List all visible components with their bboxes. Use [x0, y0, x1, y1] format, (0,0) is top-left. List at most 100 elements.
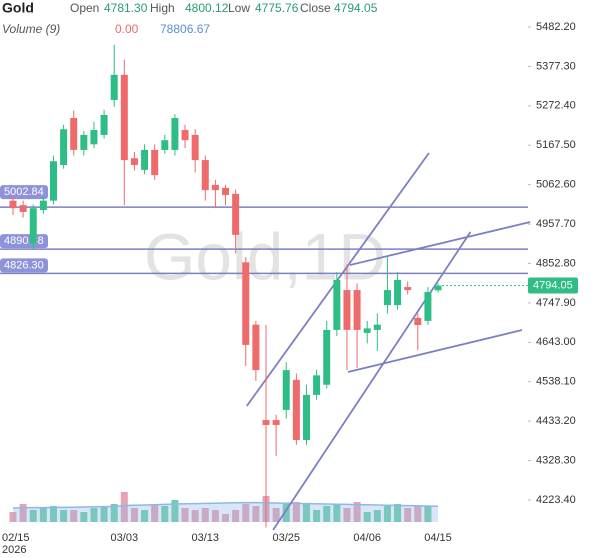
volume-bar — [424, 506, 432, 522]
x-tick-label: 02/15 — [2, 532, 30, 544]
candle-body — [323, 329, 331, 385]
volume-bar — [414, 506, 422, 522]
candle-body — [161, 140, 169, 150]
volume-bar — [292, 502, 300, 522]
candle-body — [39, 200, 47, 211]
volume-ma-area — [13, 502, 439, 522]
candle-body — [120, 74, 128, 161]
trend-line — [246, 152, 430, 407]
legend-label: Open — [70, 1, 99, 15]
candle-body — [262, 420, 270, 425]
volume-bar — [333, 504, 341, 522]
trend-line — [349, 221, 531, 266]
candle-body — [181, 130, 189, 141]
candle-body — [313, 375, 321, 395]
volume-bar — [120, 492, 128, 522]
volume-bar — [353, 502, 361, 522]
legend-label: High — [150, 1, 175, 15]
volume-bar — [211, 510, 219, 522]
volume-bar — [49, 506, 57, 522]
candle-body — [252, 324, 260, 371]
y-tick-label: 5062.60 — [536, 179, 576, 191]
volume-bar — [181, 508, 189, 522]
volume-bar — [302, 504, 310, 522]
volume-bar — [90, 508, 98, 522]
candle-body — [151, 149, 159, 176]
level-label-box — [0, 185, 48, 200]
volume-bar — [19, 504, 27, 522]
volume-bar — [110, 504, 118, 522]
candle-body — [141, 149, 149, 170]
candle-body — [191, 134, 199, 161]
candle-body — [29, 208, 37, 244]
volume-bar — [242, 504, 250, 522]
candle-body — [60, 129, 68, 165]
legend-label: Low — [228, 1, 250, 15]
volume-bar — [363, 512, 371, 522]
volume-bar — [343, 508, 351, 522]
volume-bar — [394, 504, 402, 522]
legend-label: Close — [300, 1, 331, 15]
candle-body — [404, 287, 412, 291]
x-tick-label: 04/15 — [424, 532, 452, 544]
candle-body — [171, 118, 179, 150]
volume-bar — [272, 508, 280, 522]
candle-body — [424, 291, 432, 321]
volume-bar — [323, 506, 331, 522]
y-tick-label: 4852.80 — [536, 257, 576, 269]
candle-body — [201, 160, 209, 191]
volume-ma-value: 78806.67 — [160, 22, 210, 36]
candle-body — [353, 290, 361, 330]
candle-body — [19, 205, 27, 212]
volume-bar — [232, 510, 240, 522]
y-tick-label: 5272.40 — [536, 100, 576, 112]
volume-bar — [404, 508, 412, 522]
legend-value: 4800.12 — [185, 1, 229, 15]
volume-bar — [161, 506, 169, 522]
y-tick-label: 4747.90 — [536, 297, 576, 309]
candle-body — [100, 115, 108, 135]
candle-body — [80, 134, 88, 150]
candle-body — [373, 324, 381, 330]
candle-body — [333, 279, 341, 330]
y-tick-label: 5482.20 — [536, 21, 576, 33]
candle-body — [222, 187, 230, 196]
watermark: Gold,1D — [144, 219, 386, 293]
y-tick-label: 4328.30 — [536, 454, 576, 466]
volume-bar — [282, 504, 290, 522]
candle-body — [302, 394, 310, 440]
volume-bar — [9, 512, 17, 522]
volume-bar — [313, 510, 321, 522]
x-tick-label: 03/13 — [192, 532, 220, 544]
volume-bar — [29, 510, 37, 522]
y-tick-label: 5167.50 — [536, 139, 576, 151]
x-tick-label: 03/03 — [111, 532, 139, 544]
candle-body — [9, 200, 17, 209]
candle-body — [292, 379, 300, 440]
volume-bar — [141, 510, 149, 522]
candle-body — [343, 290, 351, 330]
volume-bar — [80, 512, 88, 522]
trend-line — [272, 231, 472, 531]
volume-bar — [100, 506, 108, 522]
volume-value: 0.00 — [115, 22, 139, 36]
volume-bar — [201, 508, 209, 522]
candle-body — [282, 370, 290, 410]
candle-body — [272, 420, 280, 425]
candle-body — [242, 262, 250, 345]
symbol: Gold — [2, 0, 34, 16]
level-label-box — [0, 258, 48, 273]
volume-ma-line — [12, 501, 439, 509]
candle-body — [414, 317, 422, 326]
x-tick-label: 04/06 — [353, 532, 381, 544]
volume-bar — [222, 514, 230, 522]
volume-bar — [151, 504, 159, 522]
volume-bar — [39, 508, 47, 522]
volume-bar — [130, 508, 138, 522]
volume-bar — [383, 506, 391, 522]
volume-bar — [373, 510, 381, 522]
legend-value: 4794.05 — [334, 1, 378, 15]
x-tick-label: 03/25 — [272, 532, 300, 544]
candle-body — [383, 290, 391, 306]
year-label: 2026 — [2, 544, 26, 556]
